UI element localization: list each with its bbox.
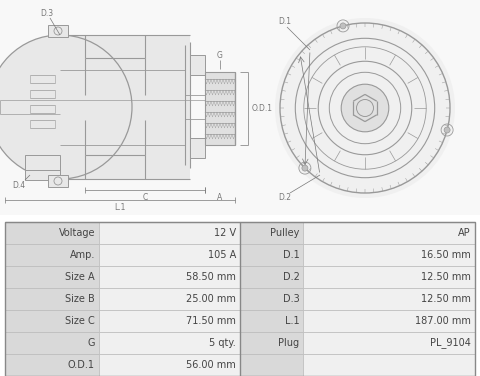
Bar	[240, 354, 303, 376]
Bar	[48, 175, 68, 187]
Bar	[99, 222, 240, 244]
Bar	[240, 310, 303, 332]
Bar	[99, 332, 240, 354]
Bar	[240, 222, 303, 244]
Bar	[240, 244, 303, 266]
Bar	[303, 310, 475, 332]
Text: Plug: Plug	[278, 338, 300, 348]
Text: 187.00 mm: 187.00 mm	[415, 316, 471, 326]
Text: D.2: D.2	[283, 272, 300, 282]
Bar	[5, 354, 99, 376]
Bar	[99, 310, 240, 332]
Text: Amp.: Amp.	[70, 250, 95, 260]
Bar	[5, 310, 99, 332]
Text: 105 A: 105 A	[208, 250, 236, 260]
Bar	[303, 354, 475, 376]
Text: L.1: L.1	[114, 203, 126, 212]
Bar	[0, 0, 480, 215]
Bar	[25, 155, 60, 180]
Bar	[99, 354, 240, 376]
Bar	[48, 25, 68, 37]
Circle shape	[340, 23, 346, 29]
Text: L.1: L.1	[285, 316, 300, 326]
Circle shape	[302, 165, 308, 171]
Text: D.1: D.1	[283, 250, 300, 260]
Bar	[303, 332, 475, 354]
Text: 56.00 mm: 56.00 mm	[186, 360, 236, 370]
Bar	[240, 266, 303, 288]
Bar	[0, 0, 480, 215]
Bar	[5, 332, 99, 354]
Bar	[99, 266, 240, 288]
Text: O.D.1: O.D.1	[68, 360, 95, 370]
Bar	[5, 244, 99, 266]
Text: 25.00 mm: 25.00 mm	[186, 294, 236, 304]
Text: Pulley: Pulley	[270, 228, 300, 238]
Bar	[99, 288, 240, 310]
Text: Size A: Size A	[65, 272, 95, 282]
Bar	[5, 222, 99, 244]
Text: C: C	[143, 194, 148, 203]
Bar	[190, 138, 205, 158]
Text: 71.50 mm: 71.50 mm	[186, 316, 236, 326]
Text: 12.50 mm: 12.50 mm	[421, 294, 471, 304]
Bar	[99, 244, 240, 266]
Circle shape	[341, 84, 389, 132]
Bar	[240, 288, 303, 310]
Text: AP: AP	[458, 228, 471, 238]
Text: D.3: D.3	[283, 294, 300, 304]
Bar	[303, 266, 475, 288]
Bar	[303, 244, 475, 266]
Bar	[60, 35, 190, 180]
Text: 5 qty.: 5 qty.	[209, 338, 236, 348]
Bar	[5, 288, 99, 310]
Text: 12.50 mm: 12.50 mm	[421, 272, 471, 282]
Text: D.1: D.1	[278, 18, 291, 26]
Text: D.4: D.4	[12, 180, 25, 190]
Text: 58.50 mm: 58.50 mm	[186, 272, 236, 282]
Bar	[303, 222, 475, 244]
Bar	[5, 222, 475, 376]
Bar	[5, 266, 99, 288]
Bar	[205, 72, 235, 145]
Circle shape	[444, 127, 450, 133]
Text: Voltage: Voltage	[59, 228, 95, 238]
Text: 12 V: 12 V	[214, 228, 236, 238]
Text: Size C: Size C	[65, 316, 95, 326]
Bar	[303, 288, 475, 310]
Text: Size B: Size B	[65, 294, 95, 304]
Text: G: G	[87, 338, 95, 348]
Text: D.3: D.3	[40, 9, 54, 18]
Text: 16.50 mm: 16.50 mm	[421, 250, 471, 260]
Circle shape	[0, 35, 132, 179]
Bar	[240, 332, 303, 354]
Text: G: G	[217, 50, 223, 59]
Text: PL_9104: PL_9104	[430, 338, 471, 349]
Text: D.2: D.2	[278, 194, 291, 203]
Bar	[190, 55, 205, 75]
Circle shape	[275, 18, 455, 198]
Text: O.D.1: O.D.1	[252, 104, 273, 113]
Text: A: A	[217, 194, 223, 203]
